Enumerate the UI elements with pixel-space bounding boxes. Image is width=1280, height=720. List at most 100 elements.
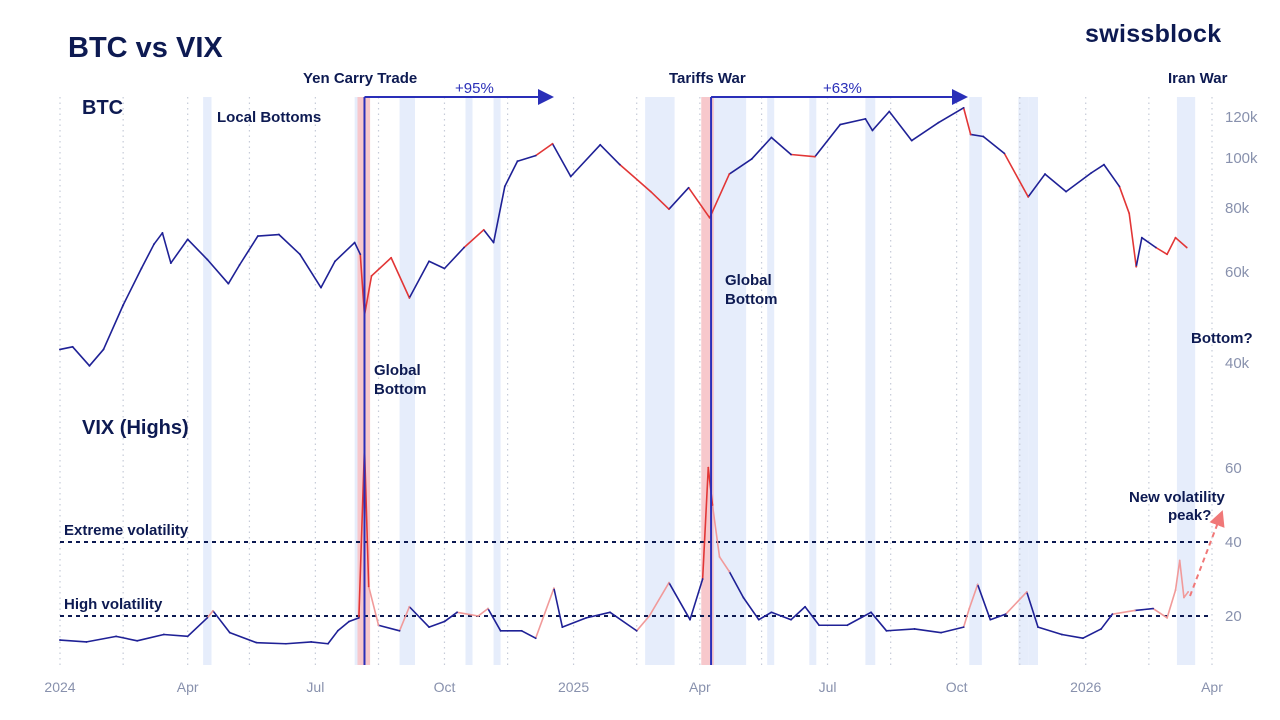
annotations: Extreme volatility High volatility BTC VIX … <box>64 70 1253 613</box>
data-point <box>569 175 572 178</box>
series-segment <box>136 633 165 642</box>
data-point <box>770 136 773 139</box>
series-segment <box>516 154 537 163</box>
series-segment <box>913 628 942 634</box>
series-segment <box>668 186 690 210</box>
series-segment <box>718 555 731 573</box>
data-point <box>227 282 230 285</box>
data-point <box>534 637 537 640</box>
series-segment <box>814 123 841 158</box>
series-segment <box>937 107 965 124</box>
data-point <box>162 633 165 636</box>
series-segment <box>443 246 465 270</box>
series-segment <box>1141 236 1157 249</box>
data-point <box>136 639 139 642</box>
series-segment <box>334 241 356 263</box>
series-segment <box>257 233 280 237</box>
series-segment <box>353 241 362 256</box>
data-point <box>122 304 125 307</box>
series-segment <box>255 641 287 645</box>
series-segment <box>1090 163 1105 174</box>
series-segment <box>428 620 446 628</box>
series-segment <box>299 253 322 289</box>
data-point <box>390 256 393 259</box>
data-point <box>1183 596 1185 599</box>
data-point <box>492 241 495 244</box>
chart-title: BTC vs VIX <box>68 32 223 64</box>
data-point <box>969 133 972 136</box>
data-point <box>804 605 806 608</box>
x-tick-label: 2024 <box>44 679 75 695</box>
data-point <box>1185 246 1188 249</box>
series-segment <box>534 142 554 157</box>
data-point <box>648 615 651 617</box>
data-point <box>408 296 411 299</box>
data-point <box>871 129 874 132</box>
data-point <box>989 618 992 621</box>
series-segment <box>1118 185 1131 215</box>
series-segment <box>708 173 731 219</box>
shade-band-blue <box>465 97 473 665</box>
shade-band-blue <box>767 97 775 665</box>
vix-y-tick-label: 40 <box>1225 534 1242 551</box>
series-segment <box>1027 173 1046 198</box>
x-tick-label: 2025 <box>558 679 589 695</box>
series-segment <box>348 617 360 623</box>
data-point <box>888 110 891 113</box>
global-bottom-1a: Global <box>374 362 421 379</box>
series-segment <box>212 610 231 634</box>
x-tick-label: Apr <box>177 679 199 695</box>
series-segment <box>757 611 773 621</box>
vix-series <box>59 446 1190 645</box>
data-point <box>477 615 480 617</box>
global-bottom-2b: Bottom <box>725 291 778 308</box>
series-segment <box>463 229 485 249</box>
series-segment <box>846 611 872 627</box>
series-segment <box>1111 609 1136 615</box>
series-segment <box>327 629 339 645</box>
shade-band-blue <box>1176 97 1196 665</box>
data-point <box>520 629 523 632</box>
series-segment <box>585 611 611 619</box>
series-segment <box>1135 236 1143 268</box>
data-point <box>728 173 731 175</box>
data-point <box>1118 185 1121 188</box>
series-segment <box>609 611 638 632</box>
data-point <box>750 158 753 160</box>
data-point <box>310 641 313 643</box>
shade-band-blue <box>1018 97 1029 665</box>
new-volatility-label-a: New volatility <box>1129 489 1226 506</box>
series-segment <box>492 185 506 244</box>
series-segment <box>701 466 710 580</box>
data-point <box>635 629 638 632</box>
data-point <box>870 611 872 614</box>
data-point <box>482 228 485 231</box>
series-segment <box>969 133 985 138</box>
data-point <box>1082 637 1084 640</box>
series-segment <box>804 605 820 627</box>
data-point <box>206 258 209 261</box>
series-segment <box>989 613 1007 621</box>
series-segment <box>1103 163 1121 188</box>
data-point <box>1174 589 1177 591</box>
data-point <box>689 618 691 621</box>
data-point <box>1174 236 1177 239</box>
data-point <box>88 364 91 367</box>
data-point <box>707 466 710 469</box>
btc-y-tick-label: 100k <box>1225 150 1258 167</box>
series-segment <box>408 260 430 299</box>
yen-carry-label: Yen Carry Trade <box>303 70 417 87</box>
data-point <box>1187 591 1190 593</box>
series-segment <box>59 639 88 643</box>
data-point <box>687 186 690 189</box>
data-point <box>1003 152 1006 155</box>
series-segment <box>619 163 652 193</box>
series-segment <box>1004 591 1028 615</box>
series-segment <box>1100 613 1114 630</box>
data-point <box>1133 609 1136 612</box>
series-segment <box>278 233 301 256</box>
series-segment <box>864 118 874 132</box>
data-point <box>757 618 760 621</box>
data-point <box>503 185 506 188</box>
